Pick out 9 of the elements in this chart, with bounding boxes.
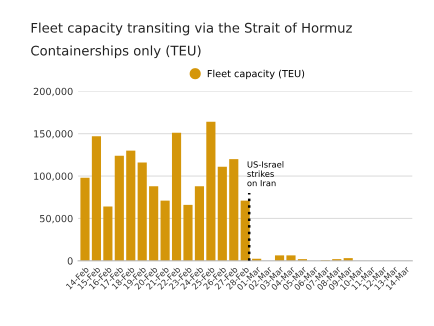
y-tick-label: 150,000 — [34, 130, 73, 138]
y-tick-label: 0 — [68, 257, 73, 265]
ref-line-label: US-Israel strikes on Iran — [247, 161, 284, 186]
chart-title: Fleet capacity transiting via the Strait of Hormuz — [32, 22, 352, 36]
y-tick-label: 50,000 — [40, 214, 73, 224]
legend-label: Fleet capacity (TEU) — [208, 70, 304, 80]
chart-subtitle: Containerships only (TEU) — [31, 45, 201, 58]
y-tick-label: 100,000 — [34, 172, 73, 181]
y-tick-label: 200,000 — [34, 88, 73, 96]
